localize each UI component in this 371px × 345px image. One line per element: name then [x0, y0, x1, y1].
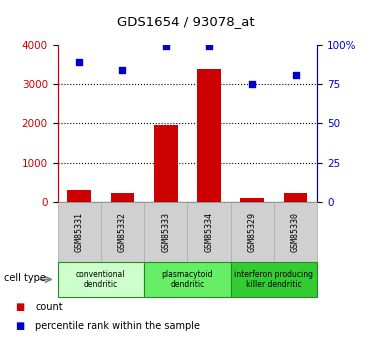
Text: ■: ■ — [15, 321, 24, 331]
Text: GSM85329: GSM85329 — [248, 212, 257, 252]
Bar — [197, 69, 221, 202]
Point — [119, 67, 125, 73]
Point — [76, 59, 82, 65]
Point — [206, 44, 212, 49]
Text: GSM85333: GSM85333 — [161, 212, 170, 252]
Point — [293, 72, 299, 77]
Bar — [111, 193, 134, 202]
Text: GSM85331: GSM85331 — [75, 212, 83, 252]
Text: GSM85332: GSM85332 — [118, 212, 127, 252]
Text: GSM85330: GSM85330 — [291, 212, 300, 252]
Text: cell type: cell type — [4, 273, 46, 283]
Text: conventional
dendritic: conventional dendritic — [76, 270, 125, 289]
Bar — [154, 125, 178, 202]
Bar — [284, 193, 308, 202]
Text: GSM85334: GSM85334 — [204, 212, 213, 252]
Point — [249, 81, 255, 87]
Text: percentile rank within the sample: percentile rank within the sample — [35, 321, 200, 331]
Bar — [240, 197, 264, 202]
Text: interferon producing
killer dendritic: interferon producing killer dendritic — [234, 270, 313, 289]
Text: ■: ■ — [15, 302, 24, 312]
Text: count: count — [35, 302, 63, 312]
Point — [163, 44, 169, 49]
Text: GDS1654 / 93078_at: GDS1654 / 93078_at — [117, 16, 254, 29]
Bar — [67, 190, 91, 202]
Text: plasmacytoid
dendritic: plasmacytoid dendritic — [162, 270, 213, 289]
